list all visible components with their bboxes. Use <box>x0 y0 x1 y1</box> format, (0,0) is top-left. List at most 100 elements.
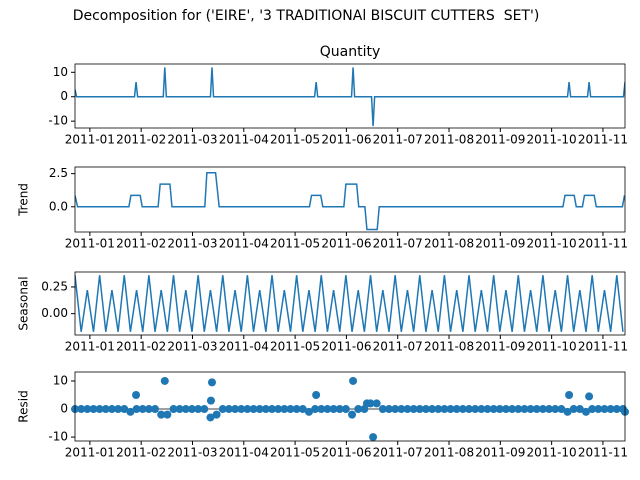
resid-point <box>298 405 307 414</box>
resid-point <box>107 405 116 414</box>
resid-point <box>132 405 141 414</box>
resid-point <box>237 405 246 414</box>
resid-point <box>391 405 400 414</box>
resid-point <box>384 405 393 414</box>
resid-point <box>428 405 437 414</box>
x-tick-label: 2011-09 <box>475 133 525 147</box>
resid-point <box>569 405 578 414</box>
x-tick-label: 2011-03 <box>167 237 217 251</box>
resid-point <box>200 405 209 414</box>
y-tick-label: 0.0 <box>49 199 68 213</box>
resid-point <box>588 405 597 414</box>
x-tick-label: 2011-09 <box>475 446 525 460</box>
resid-point <box>471 405 480 414</box>
resid-point <box>349 376 358 385</box>
x-tick-label: 2011-10 <box>527 133 577 147</box>
x-tick-label: 2011-04 <box>219 446 269 460</box>
x-tick-label: 2011-07 <box>373 237 423 251</box>
resid-point <box>249 405 258 414</box>
resid-point <box>495 405 504 414</box>
y-axis-label: Resid <box>17 390 31 422</box>
x-tick-label: 2011-07 <box>373 446 423 460</box>
resid-point <box>280 405 289 414</box>
subplot-title: Quantity <box>320 44 381 60</box>
resid-point <box>362 399 371 408</box>
x-tick-label: 2011-08 <box>424 340 474 354</box>
y-axis-label: Trend <box>17 183 31 217</box>
x-tick-label: 2011-05 <box>270 133 320 147</box>
resid-point <box>163 410 172 419</box>
resid-point <box>421 405 430 414</box>
resid-point <box>206 396 215 405</box>
resid-point <box>532 405 541 414</box>
resid-point <box>378 405 387 414</box>
resid-point <box>207 378 216 387</box>
x-tick-label: 2011-11 <box>578 446 628 460</box>
x-tick-label: 2011-01 <box>65 446 115 460</box>
resid-point <box>218 405 227 414</box>
resid-point <box>144 405 153 414</box>
x-tick-label: 2011-05 <box>270 446 320 460</box>
resid-point <box>594 405 603 414</box>
x-tick-label: 2011-02 <box>116 133 166 147</box>
y-tick-label: 10 <box>53 373 68 387</box>
resid-point <box>151 405 160 414</box>
resid-point <box>95 405 104 414</box>
resid-point <box>551 405 560 414</box>
x-tick-label: 2011-08 <box>424 133 474 147</box>
resid-point <box>255 405 264 414</box>
resid-point <box>372 399 381 408</box>
resid-point <box>557 405 566 414</box>
resid-point <box>292 405 301 414</box>
resid-point <box>311 405 320 414</box>
resid-point <box>187 405 196 414</box>
series-line <box>75 67 625 127</box>
resid-point <box>508 405 517 414</box>
x-tick-label: 2011-01 <box>65 237 115 251</box>
y-tick-label: 10 <box>53 65 68 79</box>
x-tick-label: 2011-10 <box>527 340 577 354</box>
resid-point <box>489 405 498 414</box>
resid-point <box>286 405 295 414</box>
resid-point <box>538 405 547 414</box>
x-tick-label: 2011-11 <box>578 340 628 354</box>
resid-point <box>465 405 474 414</box>
x-tick-label: 2011-08 <box>424 237 474 251</box>
resid-point <box>224 405 233 414</box>
resid-point <box>452 405 461 414</box>
x-tick-label: 2011-07 <box>373 133 423 147</box>
resid-point <box>477 405 486 414</box>
resid-point <box>268 405 277 414</box>
resid-point <box>175 405 184 414</box>
resid-point <box>348 410 357 419</box>
x-tick-label: 2011-10 <box>527 237 577 251</box>
y-tick-label: -10 <box>48 114 68 128</box>
resid-point <box>194 405 203 414</box>
resid-point <box>434 405 443 414</box>
x-tick-label: 2011-07 <box>373 340 423 354</box>
resid-point <box>600 405 609 414</box>
resid-point <box>440 405 449 414</box>
x-tick-label: 2011-03 <box>167 446 217 460</box>
resid-point <box>520 405 529 414</box>
axes-frame <box>74 166 626 233</box>
resid-point <box>261 405 270 414</box>
x-tick-label: 2011-11 <box>578 237 628 251</box>
axes-frame <box>74 271 626 336</box>
resid-point <box>157 410 166 419</box>
resid-point <box>101 405 110 414</box>
resid-point <box>563 407 572 416</box>
resid-point <box>501 405 510 414</box>
resid-point <box>526 405 535 414</box>
x-tick-label: 2011-04 <box>219 340 269 354</box>
resid-point <box>212 410 221 419</box>
resid-point <box>329 405 338 414</box>
x-tick-label: 2011-03 <box>167 133 217 147</box>
x-tick-label: 2011-05 <box>270 237 320 251</box>
x-tick-label: 2011-06 <box>321 340 371 354</box>
x-tick-label: 2011-03 <box>167 340 217 354</box>
x-tick-label: 2011-01 <box>65 340 115 354</box>
resid-point <box>341 405 350 414</box>
resid-point <box>354 405 363 414</box>
